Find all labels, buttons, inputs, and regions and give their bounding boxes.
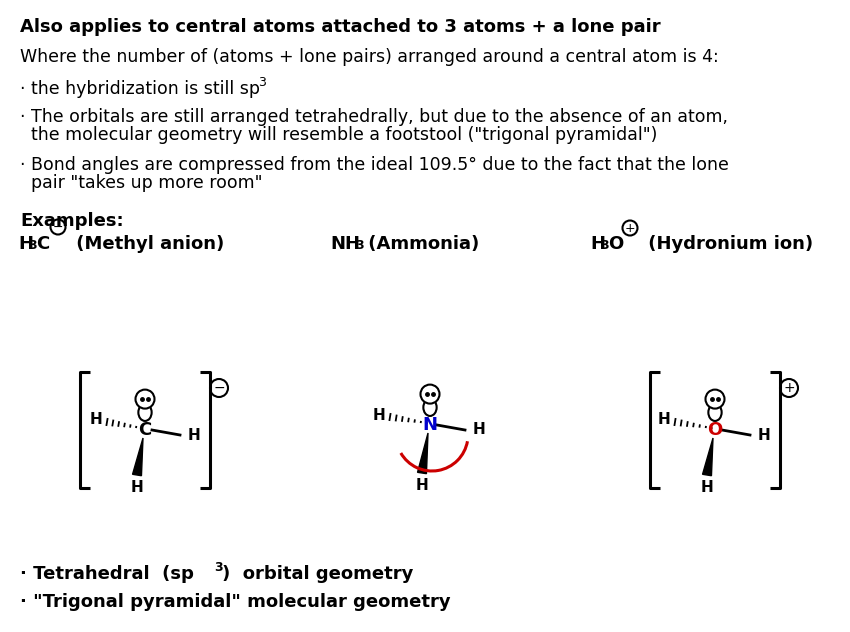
Text: (Hydronium ion): (Hydronium ion) (642, 235, 813, 253)
Text: 3: 3 (355, 239, 364, 252)
Ellipse shape (423, 399, 437, 416)
Text: Also applies to central atoms attached to 3 atoms + a lone pair: Also applies to central atoms attached t… (20, 18, 660, 36)
Text: H: H (700, 480, 713, 495)
Ellipse shape (139, 404, 151, 421)
Text: · The orbitals are still arranged tetrahedrally, but due to the absence of an at: · The orbitals are still arranged tetrah… (20, 108, 728, 126)
Text: H: H (473, 423, 485, 437)
Ellipse shape (706, 389, 724, 409)
Ellipse shape (421, 385, 439, 404)
Text: H: H (590, 235, 605, 253)
Ellipse shape (135, 389, 155, 409)
Text: H: H (416, 478, 428, 494)
Text: (Methyl anion): (Methyl anion) (70, 235, 224, 253)
Text: N: N (422, 416, 438, 434)
Text: · "Trigonal pyramidal" molecular geometry: · "Trigonal pyramidal" molecular geometr… (20, 593, 450, 611)
Text: H: H (131, 480, 144, 495)
Text: H: H (372, 408, 385, 423)
Text: NH: NH (330, 235, 360, 253)
Text: H: H (658, 413, 671, 427)
Text: +: + (783, 381, 795, 395)
Text: )  orbital geometry: ) orbital geometry (222, 565, 413, 583)
Text: · the hybridization is still sp: · the hybridization is still sp (20, 80, 260, 98)
Text: · Bond angles are compressed from the ideal 109.5° due to the fact that the lone: · Bond angles are compressed from the id… (20, 156, 728, 174)
Text: +: + (625, 221, 635, 234)
Text: Examples:: Examples: (20, 212, 123, 230)
Text: H: H (757, 427, 770, 442)
Text: the molecular geometry will resemble a footstool ("trigonal pyramidal"): the molecular geometry will resemble a f… (20, 126, 657, 144)
Text: · Tetrahedral  (sp: · Tetrahedral (sp (20, 565, 194, 583)
Text: −: − (213, 381, 224, 395)
Text: pair "takes up more room": pair "takes up more room" (20, 174, 263, 192)
Text: 3: 3 (600, 239, 609, 252)
Ellipse shape (708, 404, 722, 421)
Text: H: H (18, 235, 33, 253)
Text: H: H (89, 413, 102, 427)
Polygon shape (703, 438, 713, 476)
Text: (Ammonia): (Ammonia) (362, 235, 479, 253)
Polygon shape (133, 438, 143, 476)
Text: C: C (36, 235, 49, 253)
Polygon shape (417, 433, 428, 473)
Text: 3: 3 (258, 76, 266, 89)
Text: H: H (188, 427, 201, 442)
Text: O: O (707, 421, 722, 439)
Text: O: O (608, 235, 623, 253)
Text: C: C (139, 421, 151, 439)
Text: −: − (53, 221, 63, 233)
Text: 3: 3 (214, 561, 223, 574)
Text: Where the number of (atoms + lone pairs) arranged around a central atom is 4:: Where the number of (atoms + lone pairs)… (20, 48, 719, 66)
Text: 3: 3 (28, 239, 37, 252)
